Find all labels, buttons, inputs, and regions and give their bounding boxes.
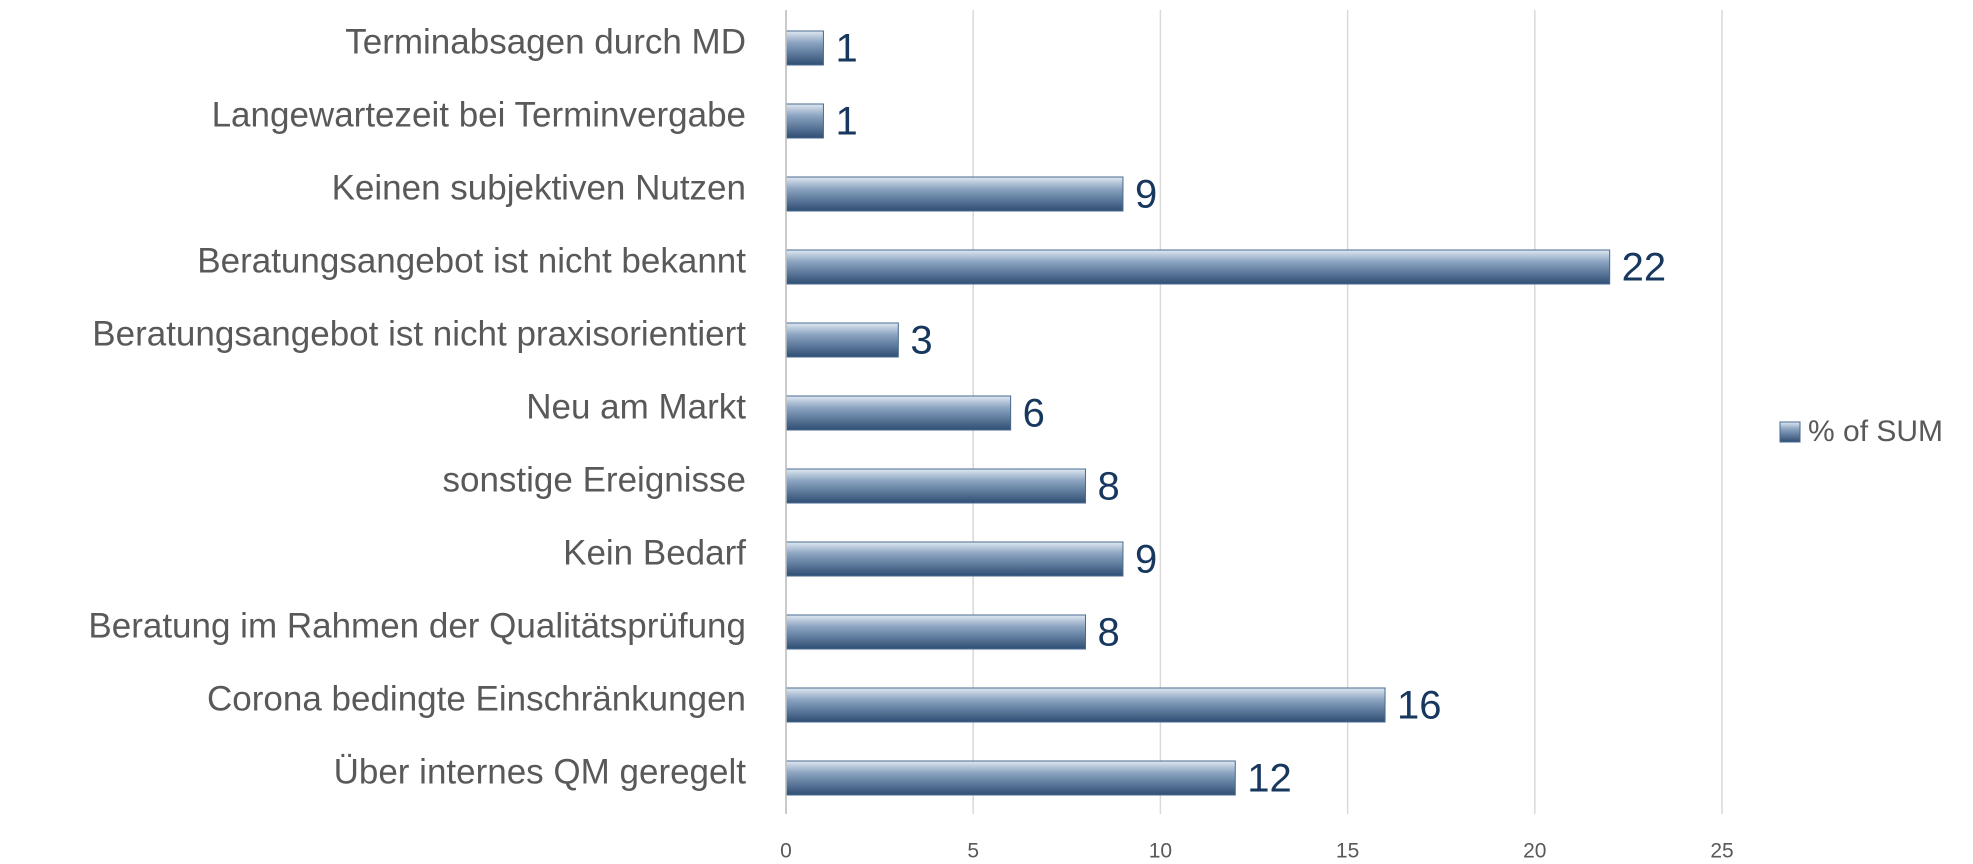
bar — [785, 760, 1236, 796]
bar — [785, 30, 824, 66]
x-tick-label: 10 — [1149, 840, 1172, 863]
data-label: 9 — [1135, 173, 1157, 217]
y-tick-label: Corona bedingte Einschränkungen — [207, 679, 746, 718]
x-tick-label: 5 — [967, 840, 979, 863]
data-label: 1 — [835, 27, 857, 71]
bar — [785, 687, 1386, 723]
bar — [785, 249, 1611, 285]
data-label: 9 — [1135, 538, 1157, 582]
bar — [785, 614, 1087, 650]
bar — [785, 103, 824, 139]
data-label: 16 — [1397, 684, 1442, 728]
legend-swatch — [1779, 421, 1801, 443]
y-tick-label: Langewartezeit bei Terminvergabe — [212, 95, 746, 134]
y-tick-label: Über internes QM geregelt — [334, 752, 747, 791]
x-tick-label: 0 — [780, 840, 792, 863]
bar — [785, 541, 1124, 577]
y-tick-label: sonstige Ereignisse — [443, 460, 747, 499]
data-label: 12 — [1247, 757, 1292, 801]
bar — [785, 395, 1012, 431]
data-label: 1 — [835, 100, 857, 144]
y-tick-label: Neu am Markt — [526, 387, 746, 426]
data-label: 8 — [1098, 611, 1120, 655]
data-label: 8 — [1098, 465, 1120, 509]
bar — [785, 468, 1087, 504]
data-label: 6 — [1023, 392, 1045, 436]
x-tick-label: 20 — [1523, 840, 1546, 863]
bar — [785, 176, 1124, 212]
x-tick-label: 15 — [1336, 840, 1359, 863]
data-label: 3 — [910, 319, 932, 363]
data-label: 22 — [1622, 246, 1667, 290]
x-tick-label: 25 — [1710, 840, 1733, 863]
y-tick-label: Kein Bedarf — [563, 533, 746, 572]
y-tick-label: Beratungsangebot ist nicht bekannt — [197, 241, 746, 280]
y-tick-label: Terminabsagen durch MD — [345, 22, 746, 61]
y-tick-label: Beratungsangebot ist nicht praxisorienti… — [92, 314, 746, 353]
legend-label: % of SUM — [1808, 415, 1943, 448]
bar — [785, 322, 899, 358]
y-tick-label: Beratung im Rahmen der Qualitätsprüfung — [88, 606, 746, 645]
y-tick-label: Keinen subjektiven Nutzen — [332, 168, 746, 207]
